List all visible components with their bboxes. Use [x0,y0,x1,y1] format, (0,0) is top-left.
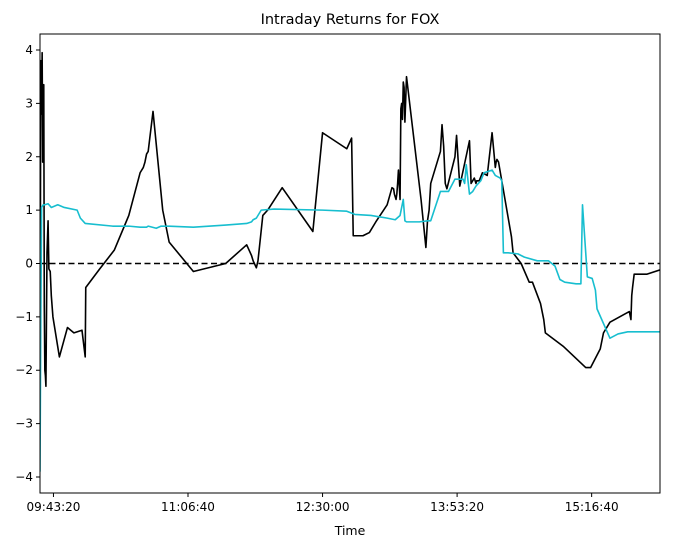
y-tick-label: −2 [15,363,33,377]
y-tick-label: 4 [25,43,33,57]
x-tick-label: 15:16:40 [565,500,619,514]
plot-frame [39,33,661,494]
series-line-1 [40,51,660,388]
y-tick-label: −1 [15,310,33,324]
x-axis-label: Time [334,523,366,538]
y-tick-label: −3 [15,417,33,431]
x-tick-label: 11:06:40 [161,500,215,514]
x-axis: 09:43:20 11:06:40 12:30:00 13:53:20 15:16:40 [27,493,619,514]
plot-area [40,51,660,472]
x-tick-label: 09:43:20 [27,500,81,514]
y-tick-label: 1 [25,203,33,217]
y-tick-label: 3 [25,96,33,110]
chart-title: Intraday Returns for FOX [261,12,440,28]
x-tick-label: 13:53:20 [430,500,484,514]
y-tick-label: −4 [15,470,33,484]
x-tick-label: 12:30:00 [296,500,350,514]
series-line-2 [40,163,660,472]
y-tick-label: 2 [25,150,33,164]
y-tick-label: 0 [25,257,33,271]
y-axis: −4 −3 −2 −1 0 1 2 3 4 [15,43,40,484]
